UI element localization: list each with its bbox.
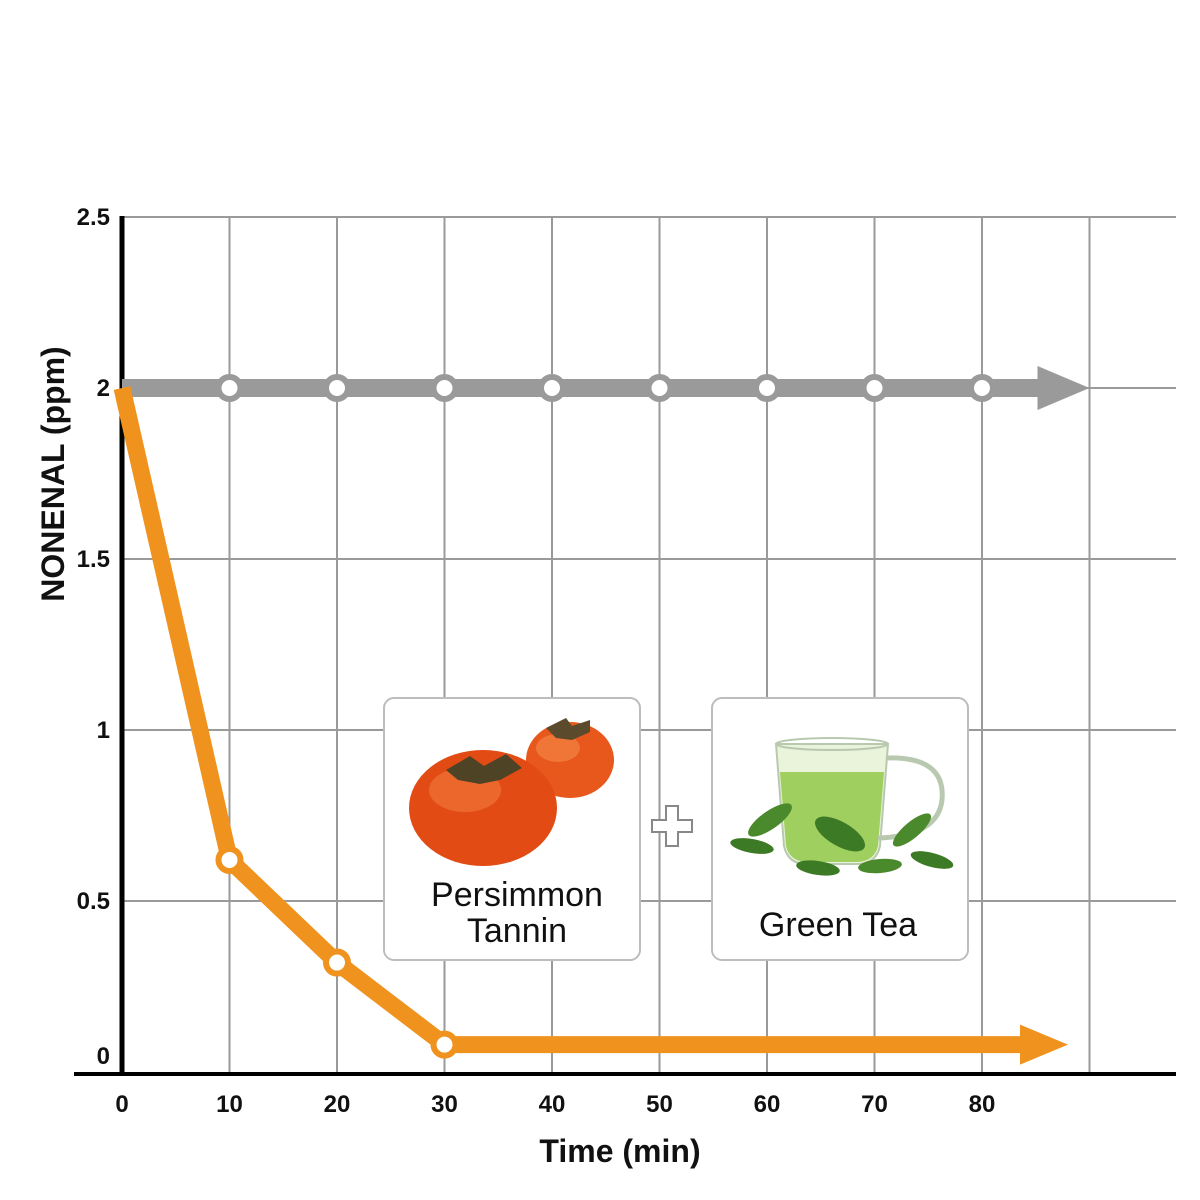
data-point [323, 948, 351, 977]
data-point [968, 374, 996, 402]
data-point [430, 1030, 459, 1059]
x-axis-title: Time (min) [539, 1133, 700, 1169]
data-point [860, 374, 889, 402]
x-tick-label: 20 [324, 1091, 351, 1118]
x-tick-label: 30 [431, 1091, 458, 1118]
plus-icon [651, 805, 693, 847]
x-tick-label: 80 [969, 1091, 996, 1118]
x-tick-label: 40 [539, 1091, 566, 1118]
persimmon-label-line2: Tannin [467, 912, 567, 950]
y-tick-label: 1 [97, 717, 110, 744]
grid [122, 216, 1176, 1072]
y-tick-label: 0 [97, 1043, 110, 1070]
data-point [645, 374, 674, 402]
x-tick-label: 50 [646, 1091, 673, 1118]
x-tick-label: 70 [861, 1091, 888, 1118]
axes [74, 216, 1176, 1076]
data-point [215, 374, 244, 402]
green-tea-cup-icon [730, 737, 954, 876]
y-tick-label: 2 [97, 375, 110, 402]
data-point [753, 374, 781, 402]
labels-layer: 0 10 20 30 40 50 60 70 80 0 0.5 1 1.5 2 2.5 Time (min) N… [35, 204, 995, 1169]
green-tea-label: Green Tea [759, 906, 917, 944]
y-axis-title: NONENAL (ppm) [35, 346, 71, 601]
persimmon-icon [409, 718, 614, 866]
x-tick-label: 60 [754, 1091, 781, 1118]
x-tick-label: 10 [216, 1091, 243, 1118]
x-tick-label: 0 [115, 1091, 128, 1118]
data-point [215, 845, 244, 874]
data-point [430, 374, 459, 402]
persimmon-label-line1: Persimmon [431, 876, 603, 914]
green-tea-card: Green Tea [711, 697, 969, 961]
persimmon-tannin-card: Persimmon Tannin [383, 697, 641, 961]
y-tick-label: 2.5 [77, 204, 110, 231]
y-tick-label: 0.5 [77, 888, 110, 915]
data-point [323, 374, 351, 402]
series-arrowhead [1020, 1024, 1068, 1065]
series-arrowhead [1037, 366, 1090, 410]
series-layer [113, 366, 1090, 1065]
y-tick-label: 1.5 [77, 546, 110, 573]
data-point [538, 374, 566, 402]
